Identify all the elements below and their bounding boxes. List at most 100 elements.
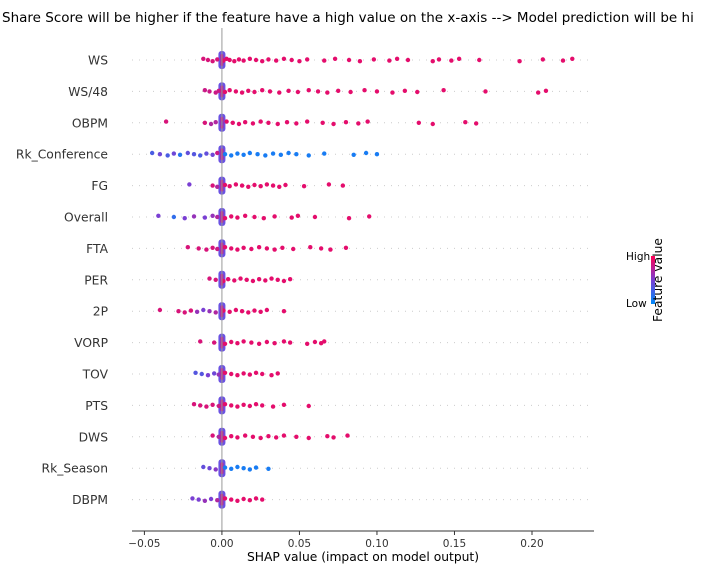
shap-point [253,57,259,63]
shap-point [340,183,346,188]
shap-point [213,467,218,472]
shap-point [415,89,420,95]
shap-point [320,120,325,126]
shap-point [264,307,270,313]
colorbar-title: Feature value [651,238,665,322]
feature-row-dws: DWS [79,427,594,446]
shap-point [229,497,234,502]
shap-point [235,215,240,220]
shap-point [249,246,254,252]
shap-point [187,182,192,187]
feature-label: WS/48 [68,85,108,99]
feature-label: TOV [82,368,109,382]
shap-point [156,213,161,218]
shap-point [215,246,220,252]
shap-point [367,214,372,219]
shap-point [264,339,270,345]
shap-point [258,184,263,189]
shap-point [241,245,246,250]
shap-point [235,498,240,503]
x-axis-label: SHAP value (impact on model output) [247,550,479,564]
shap-point [227,184,232,189]
shap-point [266,434,271,439]
shap-point [198,339,203,344]
shap-point [267,89,273,94]
shap-point [233,182,239,187]
shap-point [346,57,352,63]
shap-point [294,434,299,439]
shap-point [242,120,248,125]
shap-point [312,214,318,220]
shap-point [286,150,291,156]
feature-row-ws-48: WS/48 [68,82,594,101]
shap-point [295,213,301,218]
shap-point [284,120,290,125]
shap-point [252,308,257,313]
shap-point [449,58,454,63]
shap-point [227,57,232,63]
shap-point [196,246,201,251]
shap-point [211,340,217,345]
feature-row-ws: WS [88,51,594,69]
shap-point [255,152,260,157]
shap-point [216,88,222,94]
shap-point [215,150,220,156]
shap-point [275,277,280,282]
shap-point [216,434,222,439]
shap-point [163,119,169,124]
x-tick-label: 0.05 [288,538,311,550]
feature-row-tov: TOV [82,365,594,383]
shap-point [374,152,380,157]
shap-point [235,151,240,156]
shap-point [208,496,214,502]
x-axis: −0.05 0.00 0.05 0.10 0.15 0.20 [128,530,594,550]
shap-point [247,403,253,409]
shap-point [207,276,212,281]
shap-point [294,152,299,157]
shap-point [256,341,262,346]
shap-point [266,466,271,471]
shap-point [260,371,265,377]
shap-point [264,182,270,187]
shap-point [236,121,242,127]
feature-label: PTS [85,399,108,413]
shap-point [269,373,274,378]
shap-point [295,89,301,95]
feature-row-vorp: VORP [74,333,594,352]
shap-point [308,245,313,250]
shap-point [210,183,215,188]
colorbar-gradient [651,256,655,304]
feature-row-pts: PTS [85,396,594,415]
shap-point [242,213,248,218]
shap-point [260,88,265,93]
shap-point [346,216,352,221]
shap-point [273,58,279,63]
shap-point [176,309,181,314]
shap-point [261,216,266,221]
chart-title: Share Score will be higher if the featur… [2,10,694,26]
shap-point [517,59,522,64]
shap-point [540,57,546,62]
shap-point [241,152,246,157]
shap-point [202,498,208,503]
shap-point [185,150,191,156]
shap-point [246,310,251,315]
feature-row-fta: FTA [86,239,594,258]
shap-point [287,340,293,345]
shap-point [252,214,257,220]
shap-point [207,89,212,94]
shap-point [280,245,285,250]
shap-point [456,56,462,61]
shap-point [394,56,400,61]
shap-point [281,402,287,407]
shap-point [232,59,237,64]
shap-point [185,245,191,250]
feature-row-2p: 2P [93,302,594,321]
shap-point [270,183,276,188]
shap-point [196,497,201,502]
x-tick-label: 0.20 [520,538,543,550]
shap-point [260,403,265,408]
shap-point [222,465,228,470]
shap-point [222,370,228,375]
